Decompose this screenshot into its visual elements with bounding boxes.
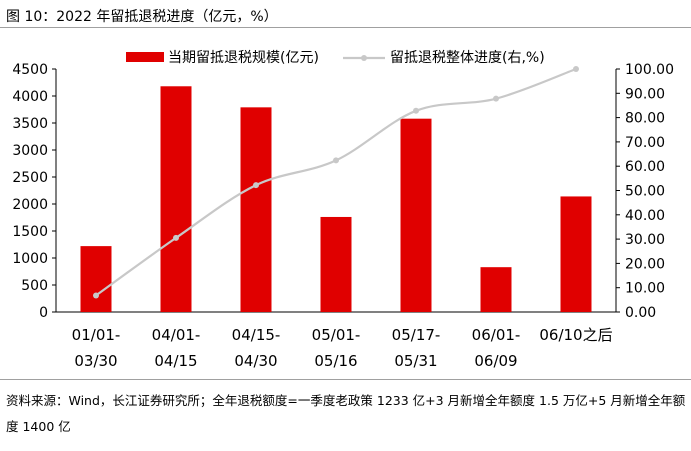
bar <box>240 107 272 312</box>
x-tick-label: 04/01-04/15 <box>152 326 201 370</box>
line-series <box>93 66 579 299</box>
x-axis-labels: 01/01-03/30 04/01-04/15 04/15-04/30 05/01-0… <box>72 326 613 370</box>
bar <box>160 86 192 312</box>
bar <box>480 267 512 312</box>
line-point <box>333 157 339 164</box>
line-point <box>573 66 579 72</box>
line-point <box>93 292 99 299</box>
x-tick-label: 06/01-06/09 <box>472 326 521 370</box>
bar <box>320 216 352 312</box>
bar <box>400 118 432 313</box>
line-point <box>173 234 179 241</box>
left-tick-label: 3000 <box>12 143 48 159</box>
right-tick-label: 80.00 <box>625 111 665 127</box>
left-tick-label: 2500 <box>12 170 48 186</box>
footnote-divider <box>0 379 691 380</box>
chart: 当期留抵退税规模(亿元) 留抵退税整体进度(右,%) 0 500 1000 1500 20… <box>12 50 674 370</box>
title-divider <box>0 27 691 28</box>
right-tick-label: 70.00 <box>625 135 665 151</box>
left-tick-label: 500 <box>21 278 48 294</box>
left-tick-label: 4000 <box>12 89 48 105</box>
legend-bar-label: 当期留抵退税规模(亿元) <box>168 50 319 66</box>
right-axis: 0.00 10.00 20.00 30.00 40.00 50.00 60.00 70.00 8… <box>615 62 674 321</box>
x-tick-label: 06/10之后 <box>539 326 612 344</box>
legend-bar-swatch <box>126 52 164 62</box>
left-axis: 0 500 1000 1500 2000 2500 3000 3500 4000 4500 <box>12 62 616 321</box>
right-tick-label: 20.00 <box>625 256 665 272</box>
x-tick-label: 05/01-05/16 <box>312 326 361 370</box>
source-note: 资料来源：Wind，长江证券研究所；全年退税额度=一季度老政策 1233 亿+3… <box>6 393 686 434</box>
right-tick-label: 0.00 <box>625 305 656 321</box>
figure-title: 图 10：2022 年留抵退税进度（亿元，%） <box>6 9 278 25</box>
bar <box>560 196 592 312</box>
bar <box>80 246 112 312</box>
line-point <box>493 95 499 102</box>
x-tick-label: 04/15-04/30 <box>232 326 281 370</box>
bar-series <box>80 86 592 313</box>
right-tick-label: 60.00 <box>625 159 665 175</box>
legend-line-marker <box>361 55 367 61</box>
x-tick-label: 01/01-03/30 <box>72 326 121 370</box>
right-tick-label: 100.00 <box>625 62 674 78</box>
left-tick-label: 1500 <box>12 224 48 240</box>
right-tick-label: 30.00 <box>625 232 665 248</box>
line-point <box>253 182 259 189</box>
left-tick-label: 2000 <box>12 197 48 213</box>
left-tick-label: 3500 <box>12 116 48 132</box>
right-tick-label: 10.00 <box>625 281 665 297</box>
left-tick-label: 0 <box>39 305 48 321</box>
x-tick-label: 05/17-05/31 <box>392 326 441 370</box>
right-tick-label: 50.00 <box>625 184 665 200</box>
left-tick-label: 1000 <box>12 251 48 267</box>
right-tick-label: 90.00 <box>625 86 665 102</box>
left-tick-label: 4500 <box>12 62 48 78</box>
legend-line-label: 留抵退税整体进度(右,%) <box>390 50 545 66</box>
legend: 当期留抵退税规模(亿元) 留抵退税整体进度(右,%) <box>126 50 545 66</box>
line-point <box>413 107 419 114</box>
right-tick-label: 40.00 <box>625 208 665 224</box>
